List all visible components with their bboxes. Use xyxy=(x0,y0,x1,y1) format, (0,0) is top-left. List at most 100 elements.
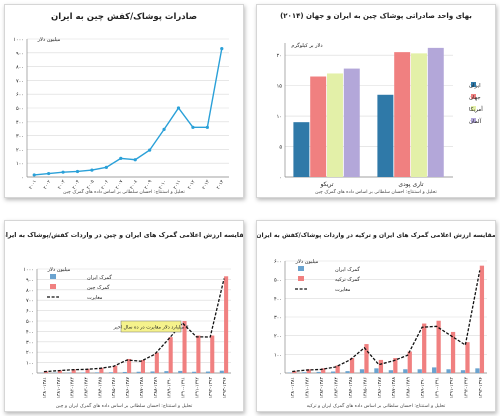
y-tick-label: ۵۰۰ xyxy=(16,106,24,112)
legend-label: مغایرت xyxy=(335,287,351,293)
y-tick-label: ۳۰۰ xyxy=(26,340,34,346)
legend-label: آلمان xyxy=(469,118,482,125)
bar xyxy=(331,371,336,373)
bar xyxy=(140,360,146,373)
legend-label: آمریکا xyxy=(469,106,483,113)
x-tick-label: ۱۳۸۸-۱۳۸۹ xyxy=(153,376,159,398)
chart-title: مقایسه ارزش اعلامی گمرک های ایران و چین … xyxy=(5,231,243,239)
legend-label: ایران xyxy=(469,83,481,89)
x-tick-label: ۱۳۸۸-۱۳۸۹ xyxy=(406,376,412,398)
discrepancy-line xyxy=(43,278,225,373)
bar xyxy=(95,372,100,373)
x-tick-label: ۱۳۸۵-۱۳۸۶ xyxy=(111,376,117,398)
x-tick-label: ۱۳۸۶-۱۳۸۷ xyxy=(125,376,131,398)
legend-swatch xyxy=(50,284,56,289)
bar xyxy=(316,371,321,373)
chart-panel-unit-prices: بهای واحد صادراتی پوشاک چین به ایران و ج… xyxy=(256,4,496,198)
y-tick-label: ۰ xyxy=(279,371,282,377)
data-point xyxy=(191,125,195,129)
x-tick-label: ۲۰۰۵ xyxy=(86,179,96,191)
y-tick-label: ۵ xyxy=(279,145,282,151)
bar xyxy=(164,371,169,373)
y-tick-label: ۱۰۰۰ xyxy=(23,267,34,273)
bar xyxy=(335,365,340,373)
bar xyxy=(417,369,422,373)
source-note: تحلیل و استنتاج: احسان سلطانی بر اساس دا… xyxy=(63,188,185,195)
legend-swatch xyxy=(471,118,476,123)
data-point xyxy=(119,156,123,160)
bar xyxy=(411,53,427,177)
bar xyxy=(378,359,384,373)
y-tick-label: ۸۰۰ xyxy=(26,288,34,294)
y-tick-label: ۱۰۰ xyxy=(274,352,282,358)
y-tick-label: ۳۰۰ xyxy=(274,315,282,321)
y-tick-label: ۲۰۰ xyxy=(274,334,282,340)
data-point xyxy=(32,173,36,177)
legend-swatch xyxy=(298,266,304,271)
chart-panel-exports: صادرات پوشاک/کفش چین به ایران ۰ ۱۰۰ ۲۰۰ ۳۰۰ ۴… xyxy=(4,4,244,198)
x-tick-label: ۱۳۸۰-۱۳۸۱ xyxy=(42,377,48,398)
bar xyxy=(327,73,343,177)
bar xyxy=(224,276,229,373)
bar xyxy=(427,47,444,177)
annotation-text: ۳ میلیارد دلار مغایرت در ده سال اخیر xyxy=(113,325,189,331)
y-tick-label: ۹۰۰ xyxy=(26,277,34,283)
bar xyxy=(321,368,326,373)
bar xyxy=(436,320,441,373)
x-tick-label: ۱۳۸۱-۱۳۸۲ xyxy=(56,376,62,398)
x-tick-label: ۲۰۰۷ xyxy=(114,179,124,191)
discrepancy-line xyxy=(292,270,481,373)
annotation-box xyxy=(120,320,182,333)
x-tick-label: ۱۳۸۷-۱۳۸۸ xyxy=(139,376,145,398)
bar xyxy=(205,371,210,373)
legend-label: گمرک ایران xyxy=(87,274,112,281)
y-tick-label: ۵۰۰ xyxy=(274,278,282,284)
data-point xyxy=(61,170,65,174)
x-tick-label: ۱۳۸۴-۱۳۸۵ xyxy=(97,376,103,398)
x-tick-label: تاری پودی xyxy=(398,181,423,188)
x-tick-label: ۲۰۱۳ xyxy=(201,179,211,191)
y-tick-label: ۱۰۰۰ xyxy=(13,37,24,43)
y-axis-label: میلیون دلار xyxy=(47,267,71,273)
legend-swatch xyxy=(50,274,56,279)
bar xyxy=(450,331,456,373)
y-tick-label: ۱۰۰ xyxy=(26,361,34,367)
source-note: تحلیل و استنتاج: احسان سلطانی بر اساس دا… xyxy=(56,402,193,409)
bar xyxy=(99,367,104,373)
bar xyxy=(349,358,355,373)
bar xyxy=(310,76,327,177)
bar xyxy=(293,122,310,177)
x-tick-label: ۲۰۱۱ xyxy=(172,179,182,191)
x-tick-label: ۱۳۹۰-۱۳۹۱ xyxy=(435,377,441,398)
legend-label: گمرک چین xyxy=(87,284,110,291)
data-point xyxy=(205,125,209,129)
x-tick-label: ۱۳۸۷-۱۳۸۸ xyxy=(391,376,397,398)
data-point xyxy=(90,168,94,172)
chart-panel-iran-china: مقایسه ارزش اعلامی گمرک های ایران و چین … xyxy=(4,220,244,412)
y-tick-label: ۴۰۰ xyxy=(26,329,34,335)
bar xyxy=(210,335,215,373)
bar xyxy=(150,371,155,373)
x-tick-label: ۱۳۹۲-۱۳۹۳ xyxy=(463,376,469,398)
x-tick-label: ۱۳۸۹-۱۳۹۰ xyxy=(167,377,173,398)
bar xyxy=(168,337,173,373)
x-tick-label: ۱۳۹۳-۱۳۹۴ xyxy=(222,376,228,398)
chart-svg-exports: صادرات پوشاک/کفش چین به ایران ۰ ۱۰۰ ۲۰۰ ۳۰۰ ۴… xyxy=(13,12,229,195)
x-tick-label: ۱۳۹۳-۱۳۹۴ xyxy=(478,376,484,398)
data-point xyxy=(104,165,108,169)
x-tick-label: ۱۳۸۰-۱۳۸۱ xyxy=(290,377,296,398)
bar xyxy=(85,368,90,373)
bar xyxy=(377,94,394,177)
y-axis-label: میلیون دلار xyxy=(37,37,61,43)
legend-swatch xyxy=(471,106,476,111)
y-tick-label: ۴۰۰ xyxy=(274,296,282,302)
x-tick-label: ۱۳۹۱-۱۳۹۲ xyxy=(194,376,200,398)
y-tick-label: ۱۵ xyxy=(277,84,283,90)
x-tick-label: ۱۳۹۰-۱۳۹۱ xyxy=(181,377,187,398)
y-tick-label: ۶۰۰ xyxy=(274,259,282,265)
chart-title: مقایسه ارزش اعلامی گمرک های ایران و ترکی… xyxy=(257,231,495,239)
series-line xyxy=(34,48,223,176)
legend-label: گمرک ترکیه xyxy=(335,276,360,283)
bar xyxy=(359,369,365,373)
